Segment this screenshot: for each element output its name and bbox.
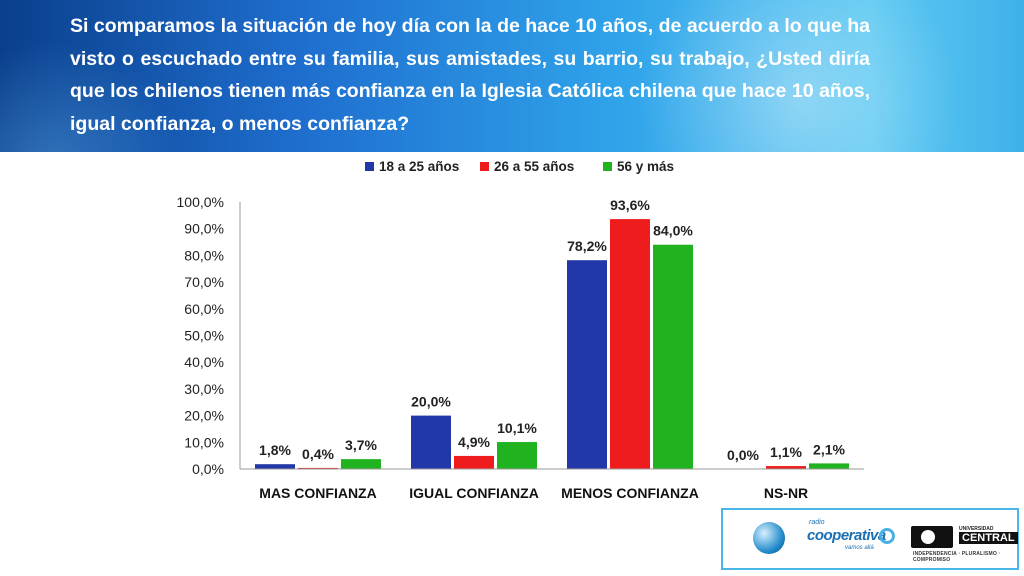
cooperativa-tagline: vamos allá	[845, 545, 874, 551]
data-label: 84,0%	[653, 223, 693, 239]
y-tick-label: 0,0%	[192, 461, 224, 477]
data-label: 78,2%	[567, 238, 607, 254]
y-tick-label: 50,0%	[184, 328, 224, 344]
bar	[567, 260, 607, 469]
legend-label: 26 a 55 años	[494, 159, 574, 174]
sponsor-logos: radio cooperativa vamos allá UNIVERSIDAD…	[721, 508, 1019, 570]
cooperativa-small-text: radio	[809, 519, 825, 526]
bars-group: 1,8% 0,4% 3,7% 20,0% 4,9% 10,1% 78,2% 93,6%84,0…	[255, 197, 849, 469]
bar	[255, 464, 295, 469]
header-banner: Si comparamos la situación de hoy día co…	[0, 0, 1024, 152]
survey-question: Si comparamos la situación de hoy día co…	[70, 15, 870, 135]
y-tick-label: 90,0%	[184, 221, 224, 237]
bar	[497, 442, 537, 469]
legend-swatch	[480, 162, 489, 171]
bar	[766, 466, 806, 469]
x-axis: MAS CONFIANZA IGUAL CONFIANZA MENOS CONFIA…	[240, 468, 864, 501]
legend-swatch	[365, 162, 374, 171]
bar	[809, 463, 849, 469]
bar	[454, 455, 494, 469]
data-label: 10,1%	[497, 420, 537, 436]
data-label: 4,9%	[458, 434, 490, 450]
legend-swatch	[603, 162, 612, 171]
universidad-central-emblem-icon	[911, 526, 953, 548]
bar	[653, 244, 693, 469]
globe-logo-icon	[753, 522, 785, 554]
x-category-label: MAS CONFIANZA	[259, 485, 376, 501]
universidad-label: UNIVERSIDAD	[959, 526, 994, 532]
y-axis: 0,0% 10,0% 20,0% 30,0% 40,0% 50,0% 60,0% 70,0% 8…	[177, 194, 241, 477]
chart-legend: 18 a 25 años 26 a 55 años 56 y más	[365, 159, 674, 174]
data-label: 1,1%	[770, 444, 802, 460]
universidad-tagline: INDEPENDENCIA · PLURALISMO · COMPROMISO	[913, 551, 1001, 563]
y-tick-label: 20,0%	[184, 408, 224, 424]
bar	[411, 415, 451, 469]
y-tick-label: 80,0%	[184, 247, 224, 263]
legend-label: 56 y más	[617, 159, 674, 174]
y-tick-label: 60,0%	[184, 301, 224, 317]
cooperativa-logo-text: cooperativa	[807, 527, 886, 544]
banner-glow	[640, 0, 960, 152]
bar	[341, 459, 381, 469]
data-label: 0,4%	[302, 446, 334, 462]
bar	[298, 467, 338, 469]
legend-label: 18 a 25 años	[379, 159, 459, 174]
y-tick-label: 30,0%	[184, 381, 224, 397]
cooperativa-ring-icon	[879, 528, 895, 544]
y-tick-label: 70,0%	[184, 274, 224, 290]
data-label: 93,6%	[610, 197, 650, 213]
bar	[610, 219, 650, 469]
data-label: 0,0%	[727, 447, 759, 463]
data-label: 20,0%	[411, 394, 451, 410]
y-tick-label: 10,0%	[184, 434, 224, 450]
y-tick-label: 40,0%	[184, 354, 224, 370]
data-label: 2,1%	[813, 441, 845, 457]
universidad-central-name: CENTRAL	[959, 532, 1018, 544]
x-category-label: IGUAL CONFIANZA	[409, 485, 539, 501]
data-label: 1,8%	[259, 442, 291, 458]
y-tick-label: 100,0%	[177, 194, 224, 210]
data-label: 3,7%	[345, 437, 377, 453]
x-category-label: NS-NR	[764, 485, 808, 501]
x-category-label: MENOS CONFIANZA	[561, 485, 699, 501]
